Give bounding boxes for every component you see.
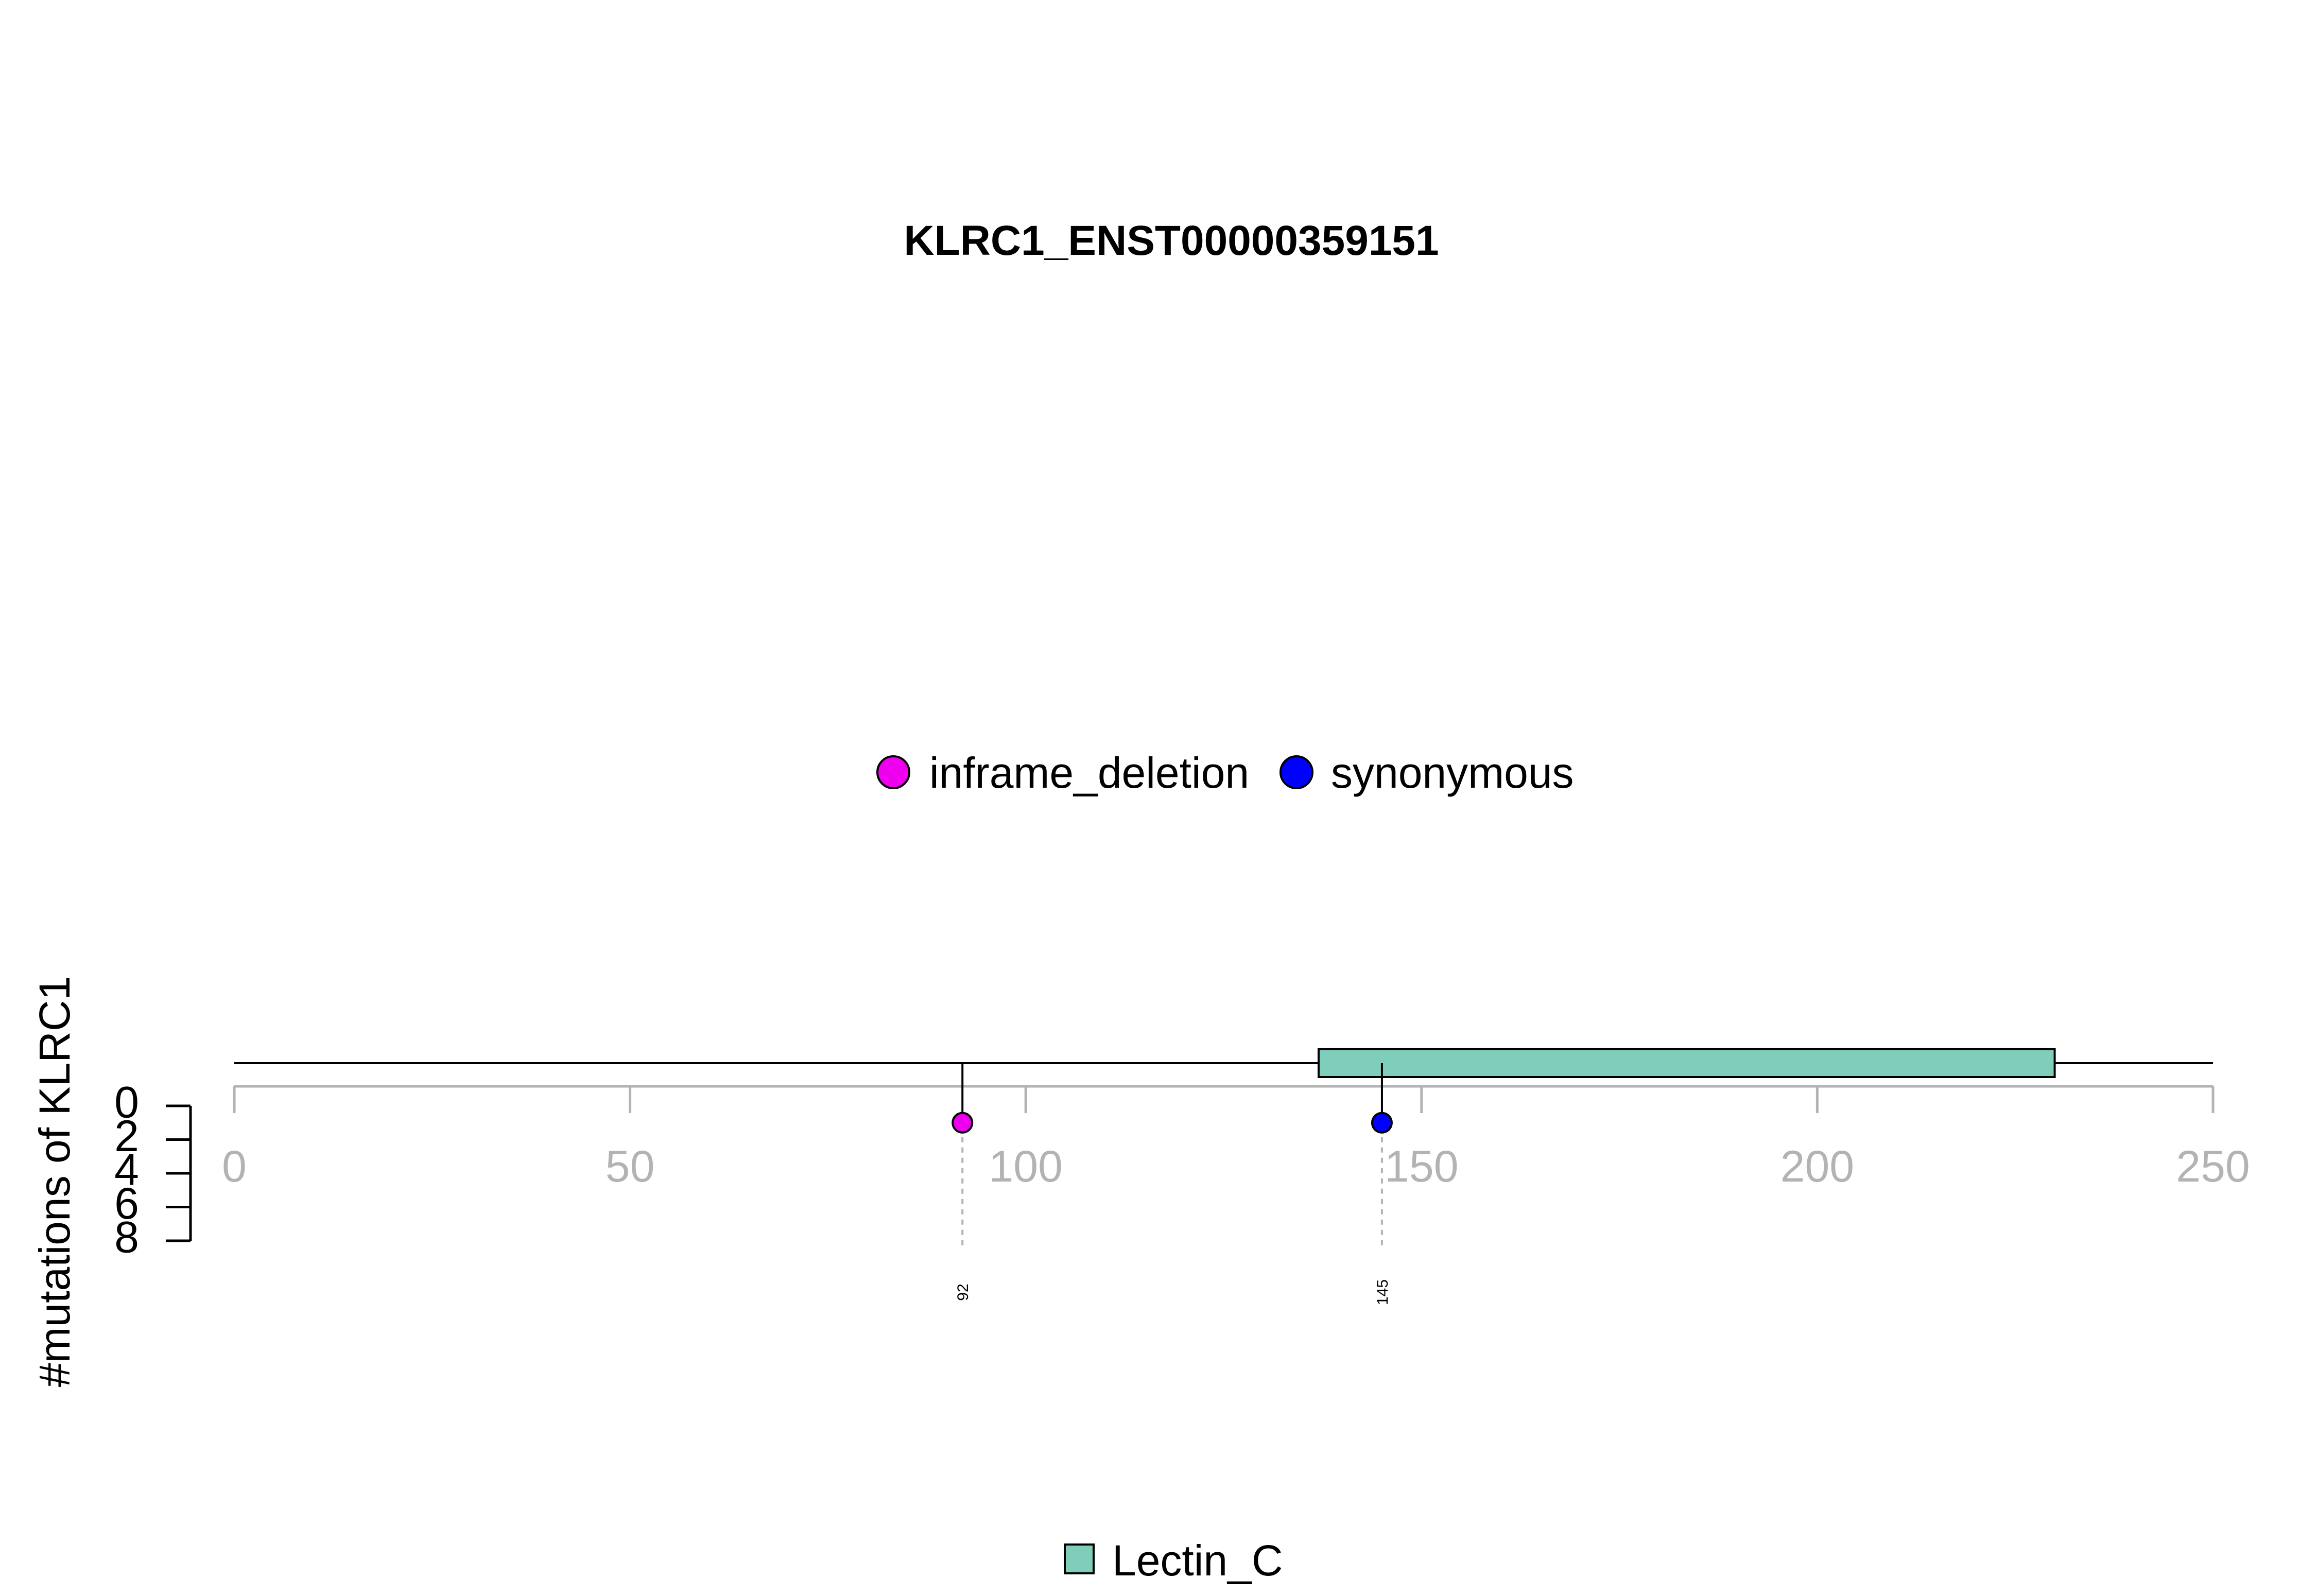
mutation-point-92 — [952, 1112, 974, 1134]
y-tick-label-0: 0 — [114, 1078, 139, 1127]
y-tick-label-2: 2 — [114, 1112, 139, 1161]
legend-item-synonymous: synonymous — [1279, 749, 1574, 797]
legend-swatch-synonymous — [1279, 755, 1313, 789]
domain-legend: Lectin_C — [1064, 1536, 1283, 1585]
mutation-92: 92 — [952, 1063, 974, 1301]
y-axis-label: #mutations of KLRC1 — [30, 976, 79, 1387]
x-tick-label-150: 150 — [1385, 1142, 1459, 1191]
y-tick-label-4: 4 — [114, 1146, 139, 1195]
mutation-lollipops: 92 145 — [952, 1063, 1393, 1305]
mutation-label-145: 145 — [1374, 1279, 1391, 1305]
x-axis: 0 50 100 150 200 250 — [222, 1085, 2250, 1191]
x-tick-label-0: 0 — [222, 1142, 247, 1191]
x-tick-label-250: 250 — [2176, 1142, 2250, 1191]
x-tick-label-100: 100 — [989, 1142, 1063, 1191]
legend-label-Lectin_C: Lectin_C — [1112, 1536, 1283, 1585]
x-tick-label-50: 50 — [606, 1142, 655, 1191]
mutation-145: 145 — [1371, 1063, 1393, 1305]
y-tick-label-8: 8 — [114, 1213, 139, 1262]
legend-item-Lectin_C: Lectin_C — [1064, 1536, 1283, 1585]
legend-swatch-inframe_deletion — [876, 755, 910, 789]
y-tick-label-6: 6 — [114, 1179, 139, 1228]
x-tick-label-200: 200 — [1780, 1142, 1855, 1191]
mutation-label-92: 92 — [955, 1283, 972, 1300]
legend-label-synonymous: synonymous — [1331, 749, 1574, 797]
mutation-point-145 — [1371, 1112, 1393, 1134]
protein-track — [234, 1048, 2213, 1078]
legend-swatch-Lectin_C — [1064, 1543, 1095, 1574]
chart-title: KLRC1_ENST00000359151 — [904, 217, 1439, 264]
domain-Lectin_C — [1317, 1048, 2056, 1078]
legend-item-inframe_deletion: inframe_deletion — [876, 749, 1249, 797]
legend-label-inframe_deletion: inframe_deletion — [929, 749, 1249, 797]
mutation-legend: inframe_deletion synonymous — [876, 749, 1574, 797]
